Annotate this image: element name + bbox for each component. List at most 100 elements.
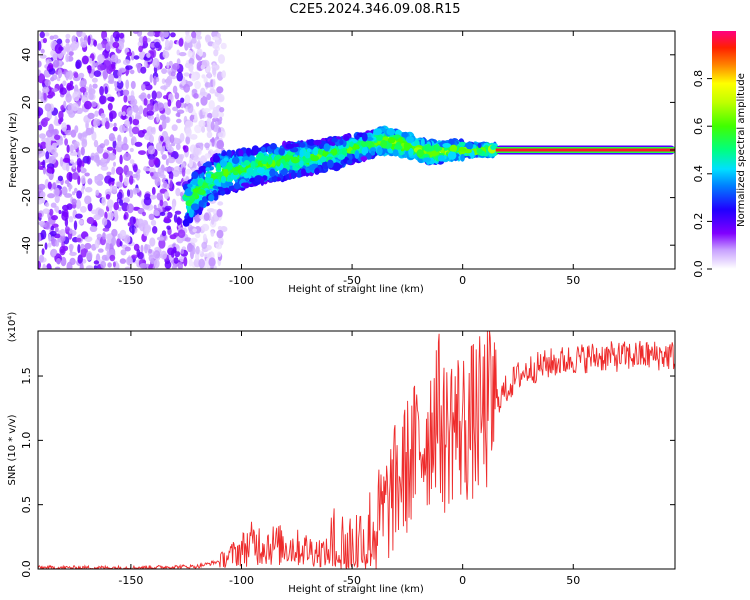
spectrogram-noise-cell xyxy=(161,78,166,84)
spectrogram-signal-cell xyxy=(349,141,354,147)
colorbar-tick-label: 0.6 xyxy=(692,117,705,135)
spectrogram-y-label: Frequency (Hz) xyxy=(8,112,19,188)
spectrogram-noise-cell xyxy=(99,95,107,105)
spectrogram-signal-cell xyxy=(354,150,360,159)
spectrogram-noise-cell xyxy=(86,155,91,165)
spectrogram-noise-cell xyxy=(76,190,82,199)
spectrogram-noise-cell xyxy=(159,199,164,207)
snr-series-line xyxy=(38,331,675,569)
spectrogram-signal-cell xyxy=(370,150,376,156)
spectrogram-noise-cell xyxy=(164,205,172,211)
spectrogram-noise-cell xyxy=(154,176,161,187)
spectrogram-noise-cell xyxy=(200,96,208,106)
spectrogram-noise-cell xyxy=(159,114,167,121)
spectrogram-noise-cell xyxy=(164,39,170,49)
spectrogram-noise-cell xyxy=(60,105,65,111)
spectrogram-noise-cell xyxy=(122,59,131,66)
spectrogram-noise-cell xyxy=(70,159,74,164)
spectrogram-noise-cell xyxy=(112,126,118,132)
spectrogram-signal-cell xyxy=(357,140,362,146)
spectrogram-noise-cell xyxy=(38,40,42,51)
spectrogram-noise-cell xyxy=(141,83,146,91)
spectrogram-noise-cell xyxy=(95,189,100,196)
spectrogram-noise-cell xyxy=(50,225,55,231)
spectrogram-noise-cell xyxy=(138,45,144,53)
spectrogram-noise-cell xyxy=(163,102,169,110)
spectrogram-noise-cell xyxy=(78,72,85,79)
colorbar-label: Normalized spectral amplitude xyxy=(736,73,747,227)
spectrogram-noise-cell xyxy=(143,196,152,206)
colorbar-tick-label: 0.2 xyxy=(692,213,705,231)
spectrogram-noise-cell xyxy=(157,102,164,111)
spectrogram-noise-cell xyxy=(71,102,79,112)
spectrogram-noise-cell xyxy=(170,75,177,80)
spectrogram-noise-cell xyxy=(40,48,45,54)
spectrogram-noise-cell xyxy=(147,114,154,120)
spectrogram-signal-cell xyxy=(373,128,382,136)
spectrogram-noise-cell xyxy=(104,86,108,95)
spectrogram-noise-cell xyxy=(49,208,54,216)
spectrogram-noise-cell xyxy=(201,59,210,68)
spectrogram-signal-cell xyxy=(422,157,431,163)
spectrogram-noise-cell xyxy=(146,52,151,58)
spectrogram-noise-cell xyxy=(112,41,120,49)
spectrogram-signal-cell xyxy=(240,182,249,187)
spectrogram-noise-cell xyxy=(209,88,216,94)
spectrogram-x-ticks: -150 -100 -50 0 50 xyxy=(118,31,580,287)
spectrogram-noise-cell xyxy=(155,76,160,82)
spectrogram-noise-cell xyxy=(138,105,143,115)
spectrogram-noise-cell xyxy=(219,107,225,113)
spectrogram-noise-cell xyxy=(166,225,171,230)
spectrogram-noise-cell xyxy=(84,236,93,243)
spectrogram-noise-cell xyxy=(119,32,125,39)
spectrogram-signal-cell xyxy=(360,156,368,162)
spectrogram-noise-cell xyxy=(111,166,116,175)
spectrogram-noise-cell xyxy=(164,166,172,172)
spectrogram-noise-cell xyxy=(146,110,154,116)
spectrogram-noise-cell xyxy=(64,129,73,136)
spectrogram-signal-cell xyxy=(226,149,232,157)
spectrogram-noise-cell xyxy=(100,162,108,168)
spectrogram-signal-cell xyxy=(386,128,396,136)
spectrogram-signal-cell xyxy=(346,159,353,165)
spectrogram-noise-cell xyxy=(198,258,205,269)
spectrogram-noise-cell xyxy=(114,80,118,88)
spectrogram-signal-cell xyxy=(460,153,465,162)
spectrogram-noise-cell xyxy=(132,31,139,35)
spectrogram-noise-cell xyxy=(75,213,83,219)
spectrogram-noise-cell xyxy=(42,37,48,44)
spectrogram-signal-cell xyxy=(380,139,388,148)
spectrogram-noise-cell xyxy=(217,132,224,138)
spectrogram-noise-cell xyxy=(162,31,169,38)
spectrogram-noise-cell xyxy=(82,96,87,102)
spectrogram-noise-cell xyxy=(139,263,148,269)
spectrogram-noise-cell xyxy=(40,229,47,240)
spectrogram-signal-cell xyxy=(208,194,215,202)
spectrogram-signal-cell xyxy=(408,148,414,157)
spectrogram-y-ticks: -40 -20 0 20 40 xyxy=(20,48,675,254)
spectrogram-noise-cell xyxy=(144,243,148,254)
spectrogram-noise-cell xyxy=(51,74,58,81)
spectrogram-signal-cell xyxy=(442,143,452,148)
spectrogram-noise-cell xyxy=(38,199,43,205)
spectrogram-noise-cell xyxy=(122,111,126,117)
spectrogram-noise-cell xyxy=(162,50,170,59)
spectrogram-signal-cell xyxy=(198,188,204,194)
spectrogram-noise-cell xyxy=(105,233,113,240)
spectrogram-noise-cell xyxy=(80,175,86,185)
spectrogram-noise-cell xyxy=(56,258,61,265)
spectrogram-noise-cell xyxy=(119,173,123,183)
spectrogram-noise-cell xyxy=(216,33,221,38)
spectrogram-signal-cell xyxy=(269,143,277,150)
spectrogram-noise-cell xyxy=(94,110,99,117)
spectrogram-signal-cell xyxy=(220,175,227,184)
spectrogram-noise-cell xyxy=(80,206,87,213)
spectrogram-noise-cell xyxy=(119,124,126,133)
spectrogram-noise-cell xyxy=(65,71,69,81)
spectrogram-noise-cell xyxy=(124,246,131,252)
spectrogram-noise-cell xyxy=(90,101,97,108)
spectrogram-signal-cell xyxy=(361,147,369,156)
spectrogram-noise-cell xyxy=(171,264,177,269)
spectrogram-noise-cell xyxy=(72,162,76,169)
spectrogram-noise-cell xyxy=(73,72,79,79)
